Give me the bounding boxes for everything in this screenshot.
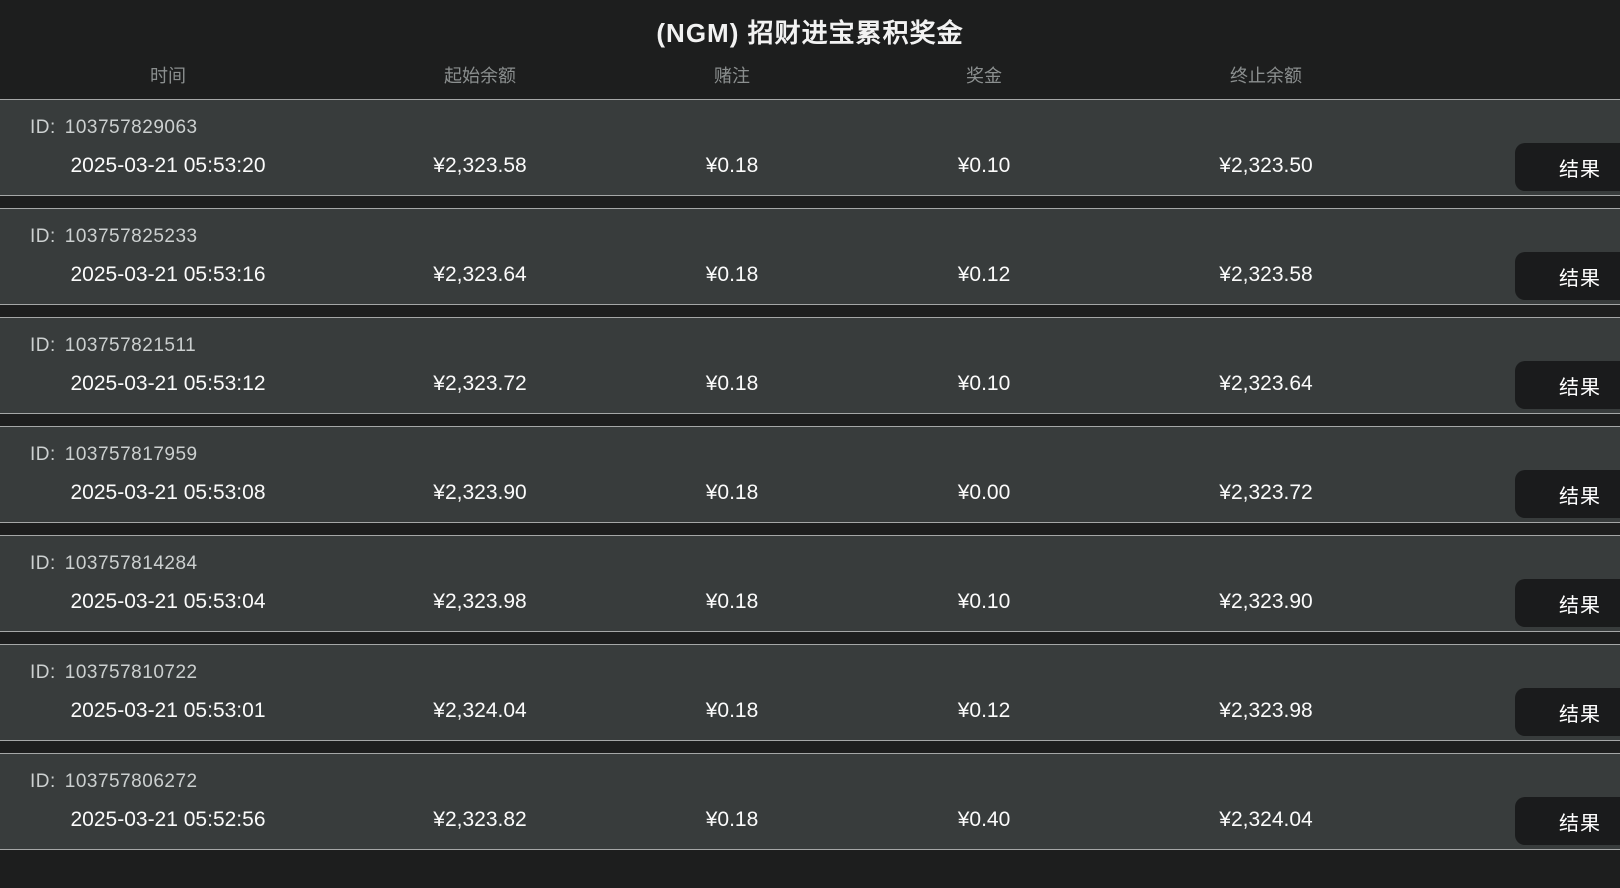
row-id-line: ID: 103757817959 <box>30 444 198 466</box>
row-id-label: ID: <box>30 662 56 683</box>
table-row: ID: 103757825233 2025-03-21 05:53:16 ¥2,… <box>0 208 1620 305</box>
cell-time: 2025-03-21 05:53:20 <box>70 154 266 177</box>
cell-end-balance: ¥2,323.98 <box>1219 699 1313 722</box>
cell-time: 2025-03-21 05:53:04 <box>70 590 266 613</box>
cell-bet: ¥0.18 <box>705 481 759 504</box>
cell-end-balance: ¥2,323.58 <box>1219 263 1313 286</box>
column-header-time: 时间 <box>150 65 186 86</box>
cell-bet: ¥0.18 <box>705 263 759 286</box>
row-id-label: ID: <box>30 226 56 247</box>
cell-bet: ¥0.18 <box>705 699 759 722</box>
cell-end-balance: ¥2,323.50 <box>1219 154 1313 177</box>
row-id-value: 103757810722 <box>64 662 198 683</box>
row-id-value: 103757806272 <box>64 771 198 792</box>
cell-time: 2025-03-21 05:52:56 <box>70 808 266 831</box>
cell-start-balance: ¥2,324.04 <box>433 699 527 722</box>
row-values: 2025-03-21 05:53:08 ¥2,323.90 ¥0.18 ¥0.0… <box>0 469 1404 517</box>
result-button[interactable]: 结果 <box>1515 361 1620 409</box>
cell-prize: ¥0.12 <box>957 263 1011 286</box>
row-id-line: ID: 103757810722 <box>30 662 198 684</box>
row-id-line: ID: 103757806272 <box>30 771 198 793</box>
row-id-line: ID: 103757829063 <box>30 117 198 139</box>
row-id-label: ID: <box>30 117 56 138</box>
cell-prize: ¥0.12 <box>957 699 1011 722</box>
result-button[interactable]: 结果 <box>1515 252 1620 300</box>
row-id-label: ID: <box>30 771 56 792</box>
cell-bet: ¥0.18 <box>705 372 759 395</box>
cell-end-balance: ¥2,323.90 <box>1219 590 1313 613</box>
table-row: ID: 103757806272 2025-03-21 05:52:56 ¥2,… <box>0 753 1620 850</box>
row-id-value: 103757821511 <box>64 335 197 356</box>
table-header: 时间 起始余额 赌注 奖金 终止余额 <box>0 50 1620 99</box>
page-title: (NGM) 招财进宝累积奖金 <box>656 18 964 48</box>
cell-prize: ¥0.10 <box>957 154 1011 177</box>
table-row: ID: 103757821511 2025-03-21 05:53:12 ¥2,… <box>0 317 1620 414</box>
cell-end-balance: ¥2,323.72 <box>1219 481 1313 504</box>
row-values: 2025-03-21 05:53:04 ¥2,323.98 ¥0.18 ¥0.1… <box>0 578 1404 626</box>
row-values: 2025-03-21 05:53:12 ¥2,323.72 ¥0.18 ¥0.1… <box>0 360 1404 408</box>
cell-time: 2025-03-21 05:53:08 <box>70 481 266 504</box>
cell-time: 2025-03-21 05:53:01 <box>70 699 266 722</box>
cell-start-balance: ¥2,323.82 <box>433 808 527 831</box>
row-id-value: 103757829063 <box>64 117 198 138</box>
cell-prize: ¥0.10 <box>957 372 1011 395</box>
table-row: ID: 103757817959 2025-03-21 05:53:08 ¥2,… <box>0 426 1620 523</box>
cell-bet: ¥0.18 <box>705 590 759 613</box>
cell-prize: ¥0.40 <box>957 808 1011 831</box>
row-id-line: ID: 103757825233 <box>30 226 198 248</box>
row-values: 2025-03-21 05:53:01 ¥2,324.04 ¥0.18 ¥0.1… <box>0 687 1404 735</box>
cell-start-balance: ¥2,323.90 <box>433 481 527 504</box>
table-body: ID: 103757829063 2025-03-21 05:53:20 ¥2,… <box>0 99 1620 850</box>
row-id-value: 103757817959 <box>64 444 198 465</box>
column-header-bet: 赌注 <box>714 65 750 86</box>
result-button[interactable]: 结果 <box>1515 579 1620 627</box>
row-id-label: ID: <box>30 444 56 465</box>
row-values: 2025-03-21 05:52:56 ¥2,323.82 ¥0.18 ¥0.4… <box>0 796 1404 844</box>
cell-time: 2025-03-21 05:53:16 <box>70 263 266 286</box>
cell-end-balance: ¥2,324.04 <box>1219 808 1313 831</box>
row-id-label: ID: <box>30 335 56 356</box>
cell-bet: ¥0.18 <box>705 808 759 831</box>
table-row: ID: 103757829063 2025-03-21 05:53:20 ¥2,… <box>0 99 1620 196</box>
result-button[interactable]: 结果 <box>1515 143 1620 191</box>
row-id-value: 103757814284 <box>64 553 198 574</box>
row-values: 2025-03-21 05:53:16 ¥2,323.64 ¥0.18 ¥0.1… <box>0 251 1404 299</box>
result-button[interactable]: 结果 <box>1515 470 1620 518</box>
result-button[interactable]: 结果 <box>1515 797 1620 845</box>
column-header-start-balance: 起始余额 <box>444 65 516 86</box>
column-header-prize: 奖金 <box>966 65 1002 86</box>
row-id-line: ID: 103757814284 <box>30 553 198 575</box>
row-id-value: 103757825233 <box>64 226 198 247</box>
cell-prize: ¥0.00 <box>957 481 1011 504</box>
cell-end-balance: ¥2,323.64 <box>1219 372 1313 395</box>
row-id-line: ID: 103757821511 <box>30 335 196 357</box>
table-row: ID: 103757810722 2025-03-21 05:53:01 ¥2,… <box>0 644 1620 741</box>
cell-start-balance: ¥2,323.58 <box>433 154 527 177</box>
row-values: 2025-03-21 05:53:20 ¥2,323.58 ¥0.18 ¥0.1… <box>0 142 1404 190</box>
row-id-label: ID: <box>30 553 56 574</box>
cell-start-balance: ¥2,323.98 <box>433 590 527 613</box>
result-button[interactable]: 结果 <box>1515 688 1620 736</box>
cell-time: 2025-03-21 05:53:12 <box>70 372 266 395</box>
cell-prize: ¥0.10 <box>957 590 1011 613</box>
cell-start-balance: ¥2,323.72 <box>433 372 527 395</box>
table-row: ID: 103757814284 2025-03-21 05:53:04 ¥2,… <box>0 535 1620 632</box>
cell-start-balance: ¥2,323.64 <box>433 263 527 286</box>
cell-bet: ¥0.18 <box>705 154 759 177</box>
column-header-end-balance: 终止余额 <box>1230 65 1302 86</box>
